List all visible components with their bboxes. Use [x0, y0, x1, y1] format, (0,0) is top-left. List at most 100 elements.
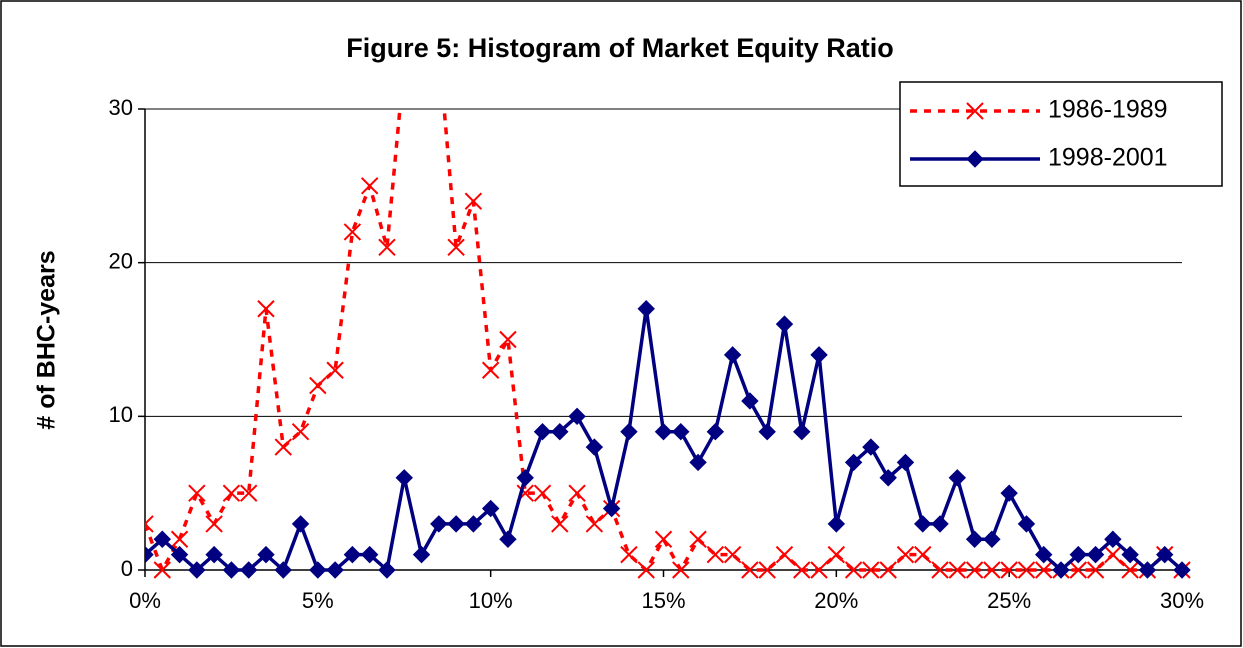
marker [1017, 561, 1036, 579]
marker [654, 422, 673, 441]
marker [447, 238, 465, 257]
marker [585, 515, 604, 533]
marker [447, 515, 465, 533]
marker [723, 346, 742, 364]
marker [170, 545, 189, 564]
marker [983, 530, 1001, 548]
x-tick-label: 25% [987, 588, 1031, 613]
marker [741, 392, 759, 410]
marker [1104, 545, 1122, 564]
marker [896, 453, 915, 472]
marker [153, 530, 171, 548]
marker [239, 484, 258, 502]
marker [1121, 561, 1139, 579]
x-tick-label: 0% [129, 588, 161, 613]
marker [931, 561, 949, 579]
y-tick-label: 30 [109, 95, 133, 120]
marker [758, 561, 776, 579]
marker [706, 545, 725, 564]
marker [1000, 561, 1018, 579]
marker [145, 515, 154, 533]
marker [1086, 561, 1105, 579]
marker [533, 484, 552, 502]
marker [862, 561, 880, 579]
marker [568, 484, 586, 502]
plot-area [145, 109, 1191, 579]
marker [931, 515, 949, 533]
marker [965, 530, 984, 548]
marker [1104, 530, 1122, 548]
marker [775, 315, 794, 333]
marker [395, 469, 413, 487]
x-tick-label: 5% [302, 588, 334, 613]
legend-marker [966, 102, 984, 120]
marker [343, 545, 362, 564]
x-tick-label: 10% [469, 588, 513, 613]
legend-label: 1998-2001 [1048, 144, 1168, 172]
marker [533, 422, 552, 441]
marker [257, 300, 275, 318]
y-axis-label: # of BHC-years [33, 250, 61, 429]
marker [827, 545, 846, 564]
marker [326, 561, 344, 579]
marker [170, 530, 189, 548]
marker [378, 238, 396, 257]
marker [672, 561, 690, 579]
marker [464, 192, 483, 210]
marker [1000, 484, 1018, 502]
axes: 0 10 20 30 0% 5% 10% 15% 20% 25% 30% [109, 95, 1205, 613]
marker [360, 545, 379, 564]
marker [723, 545, 742, 564]
x-tick-label: 20% [814, 588, 858, 613]
marker [602, 499, 621, 518]
marker [481, 361, 500, 379]
marker [222, 484, 241, 502]
marker [620, 422, 638, 441]
marker [620, 545, 638, 564]
marker [844, 561, 863, 579]
marker [810, 346, 828, 364]
marker [1035, 545, 1053, 564]
marker [188, 561, 206, 579]
marker [1156, 545, 1174, 564]
marker [1052, 561, 1070, 579]
marker [1138, 561, 1157, 579]
marker [585, 438, 604, 456]
marker [844, 453, 863, 472]
marker [326, 361, 344, 379]
marker [948, 469, 967, 487]
y-tick-label: 0 [121, 556, 133, 581]
marker [983, 561, 1001, 579]
y-tick-label: 20 [109, 248, 133, 273]
marker [481, 499, 500, 518]
marker [706, 422, 725, 441]
x-tick-label: 30% [1160, 588, 1204, 613]
marker [637, 561, 655, 579]
marker [1017, 515, 1036, 533]
marker [637, 300, 655, 318]
marker [775, 545, 794, 564]
marker [516, 469, 534, 487]
series [145, 300, 1191, 579]
marker [689, 453, 707, 472]
marker [274, 561, 292, 579]
marker [965, 561, 984, 579]
marker [568, 407, 586, 426]
marker [499, 330, 517, 349]
marker [205, 545, 223, 564]
marker [914, 545, 932, 564]
legend-label: 1986-1989 [1048, 96, 1168, 124]
marker [1069, 545, 1088, 564]
marker [879, 469, 897, 487]
marker [1069, 561, 1088, 579]
marker [793, 422, 811, 441]
marker [291, 422, 310, 441]
marker [153, 561, 171, 579]
marker [378, 561, 396, 579]
marker [274, 438, 292, 456]
marker [827, 515, 846, 533]
marker [430, 515, 448, 533]
marker [257, 545, 275, 564]
